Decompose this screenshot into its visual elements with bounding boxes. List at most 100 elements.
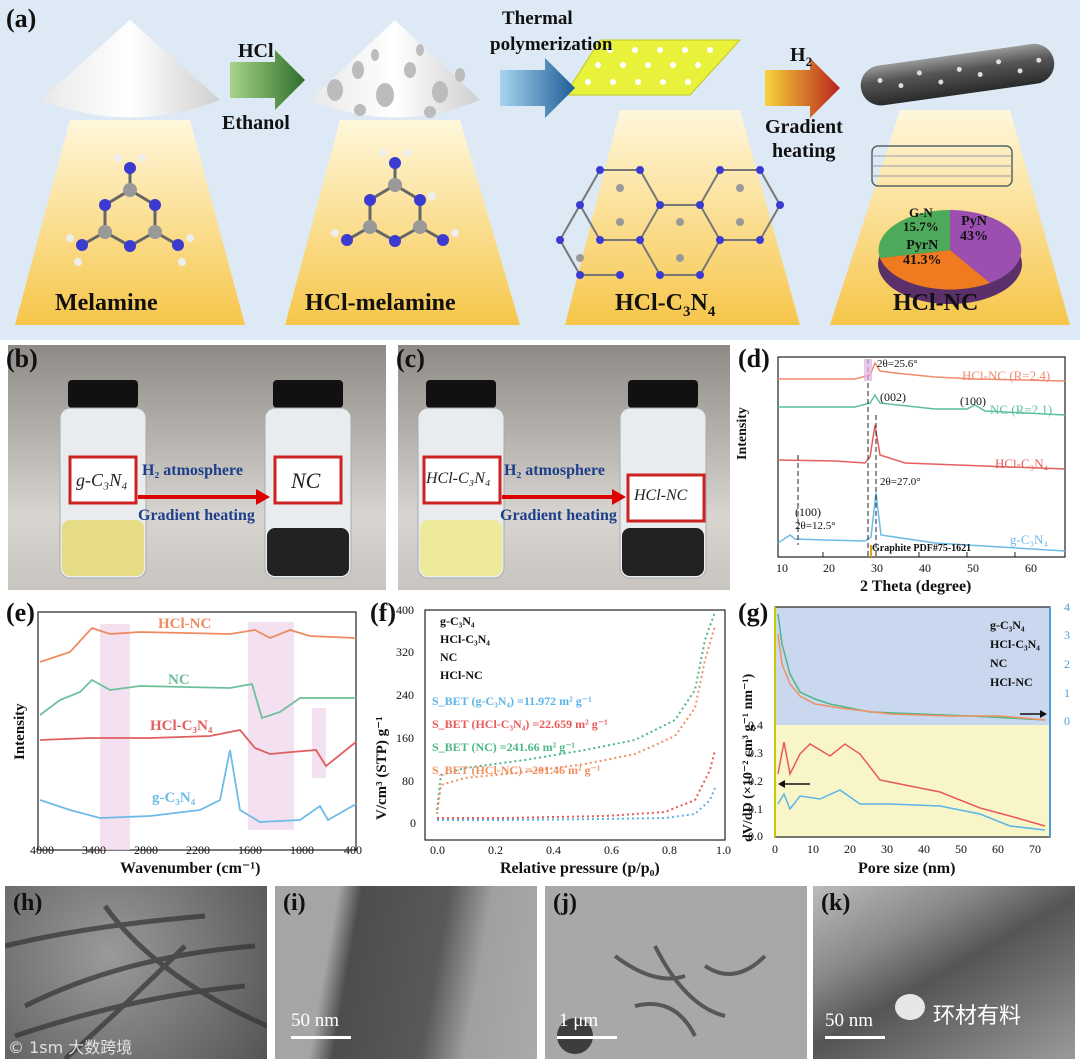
panel-b-photo: g-C₃N₄ NC H₂ atmosphere Gradient heating [8, 345, 386, 590]
ftir-xtick-1600: 1600 [238, 843, 262, 857]
xrd-xtick-40: 40 [919, 561, 931, 575]
melamine-cone [40, 20, 220, 118]
tem-label-k: (k) [821, 890, 851, 916]
xrd-series-label-hcl-c3n4: HCl-C₃N₄ [995, 456, 1049, 471]
ftir-xtick-400: 400 [344, 843, 362, 857]
ftir-label-hcl-c3n4: HCl-C₃N₄ [150, 718, 213, 734]
ftir-series-hcl-c3n4 [39, 729, 357, 768]
stage-hcl-c3n4: HCl-C3N4 [615, 290, 716, 320]
pore-chart [774, 606, 1051, 838]
pie-label-pyn: PyN 43% [960, 214, 988, 244]
ftir-xlabel: Wavenumber (cm⁻¹) [120, 860, 261, 877]
panel-b-arrow-bottom: Gradient heating [138, 507, 255, 524]
xrd-xtick-10: 10 [776, 561, 788, 575]
xrd-xtick-20: 20 [823, 561, 835, 575]
ftir-label-nc: NC [168, 672, 190, 688]
pore-xtick-70: 70 [1029, 842, 1041, 856]
arrow3-bottom-text-2: heating [772, 140, 836, 162]
bet-value-hcl-c3n4: S_BET (HCl-C₃N₄) =22.659 m² g⁻¹ [432, 717, 608, 731]
pore-xtick-60: 60 [992, 842, 1004, 856]
bet-series-gc3n4 [437, 787, 716, 821]
arrow1-bottom-text: Ethanol [222, 112, 290, 134]
pore-ytick-l-01: 0.1 [748, 802, 763, 816]
spotlight-2 [285, 120, 520, 325]
arrow-2 [500, 58, 575, 118]
xrd-series-label-hcl-nc: HCl-NC (R=2.4) [962, 368, 1051, 383]
xrd-series-nc [778, 393, 1066, 416]
nitrogen-pie-chart [878, 210, 1022, 304]
c3n4-network [556, 166, 784, 279]
bet-xtick-08: 0.8 [662, 843, 677, 857]
xrd-ann-12: 2θ=12.5° [795, 520, 836, 532]
bet-chart [424, 609, 726, 841]
tem-image-j: (j) 1 μm [545, 886, 807, 1059]
bet-value-hcl-nc: S_BET (HCl-NC) =201.46 m² g⁻¹ [432, 763, 601, 777]
pore-legend-hcl-c3n4: HCl-C₃N₄ [990, 637, 1040, 651]
vial-label-hcl-nc: HCl-NC [634, 487, 688, 504]
pie-slice-pyrn [880, 250, 990, 290]
arrow3-top-text: H2 [790, 44, 813, 69]
bet-values: S_BET (g-C₃N₄) =11.972 m² g⁻¹ S_BET (HCl… [432, 690, 608, 782]
bet-xtick-0: 0.0 [430, 843, 445, 857]
hcl-melamine-cone [310, 20, 480, 118]
panel-b-arrow-top: H₂ atmosphere [142, 462, 243, 479]
tem-image-k: (k) 50 nm 环材有料 [813, 886, 1075, 1059]
pore-series-gc3n4 [777, 789, 1046, 831]
ftir-series-gc3n4 [39, 749, 357, 823]
bet-ytick-80: 80 [402, 774, 414, 788]
bet-legend: g-C₃N₄ HCl-C₃N₄ NC HCl-NC [440, 612, 490, 684]
bet-ytick-320: 320 [396, 645, 414, 659]
ftir-xtick-2800: 2800 [134, 843, 158, 857]
spotlight-3 [565, 110, 800, 325]
xrd-ann-27: 2θ=27.0° [880, 476, 921, 488]
arrow2-top-text-2: polymerization [490, 34, 613, 55]
xrd-series-hcl-c3n4 [777, 424, 1066, 470]
pore-ytick-l-02: 0.2 [748, 774, 763, 788]
scalebar-k [825, 1036, 885, 1039]
panel-a: (a) HCl Ethanol Thermal polymerization H… [0, 0, 1080, 340]
spotlight-1 [15, 120, 245, 325]
vial-label-nc: NC [291, 468, 321, 493]
ftir-xtick-3400: 3400 [82, 843, 106, 857]
xrd-ann-pdf: Graphite PDF#75-1621 [872, 543, 972, 554]
panel-e-label: (e) [6, 598, 35, 627]
wechat-icon [895, 994, 925, 1020]
xrd-ann-25: 2θ=25.6° [877, 358, 918, 370]
pore-ylabel: dV/dD (×10⁻² cm³ g⁻¹ nm⁻¹) [741, 673, 756, 842]
arrow1-top-text: HCl [238, 40, 274, 62]
pore-ytick-l-00: 0.0 [748, 829, 763, 843]
vial-label-hcl-c3n4: HCl-C₃N₄ [426, 470, 491, 487]
c3n4-sheet [564, 39, 742, 96]
xrd-ylabel: Intensity [735, 407, 750, 460]
carbon-nanotube [860, 43, 1055, 106]
panel-c-label: (c) [396, 344, 425, 373]
panel-a-scheme [15, 20, 1070, 325]
melamine-atoms [66, 154, 194, 266]
pore-ytick-r-1: 1 [1064, 686, 1070, 700]
scale-text-i: 50 nm [291, 1010, 340, 1031]
bet-ytick-240: 240 [396, 688, 414, 702]
ftir-ylabel: Intensity [12, 703, 28, 760]
panel-g-label: (g) [738, 598, 769, 627]
ftir-xtick-4000: 4000 [30, 843, 54, 857]
arrow3-bottom-text: Gradient [765, 116, 843, 138]
scalebar-i [291, 1036, 351, 1039]
pore-series-hcl-c3n4 [777, 741, 1046, 827]
vial-label-gc3n4: g-C₃N₄ [76, 470, 128, 490]
bet-legend-hcl-c3n4: HCl-C₃N₄ [440, 632, 490, 646]
bet-value-gc3n4: S_BET (g-C₃N₄) =11.972 m² g⁻¹ [432, 694, 592, 708]
bet-xlabel: Relative pressure (p/p₀) [500, 860, 660, 877]
xrd-xtick-50: 50 [967, 561, 979, 575]
bet-xtick-10: 1.0 [716, 843, 731, 857]
bet-ylabel: V/cm³ (STP) g⁻¹ [374, 716, 390, 820]
pore-xtick-0: 0 [772, 842, 778, 856]
xrd-ann-100a: (100) [795, 505, 821, 519]
bet-value-nc: S_BET (NC) =241.66 m² g⁻¹ [432, 740, 576, 754]
bet-legend-gc3n4: g-C₃N₄ [440, 614, 475, 628]
pore-xtick-30: 30 [881, 842, 893, 856]
panel-d-label: (d) [738, 344, 770, 373]
panel-c-arrow-top: H₂ atmosphere [504, 462, 605, 479]
pore-legend-hcl-nc: HCl-NC [990, 675, 1033, 689]
pore-ytick-l-04: 0.4 [748, 718, 763, 732]
pie-label-gn: G-N 15.7% [903, 205, 939, 234]
